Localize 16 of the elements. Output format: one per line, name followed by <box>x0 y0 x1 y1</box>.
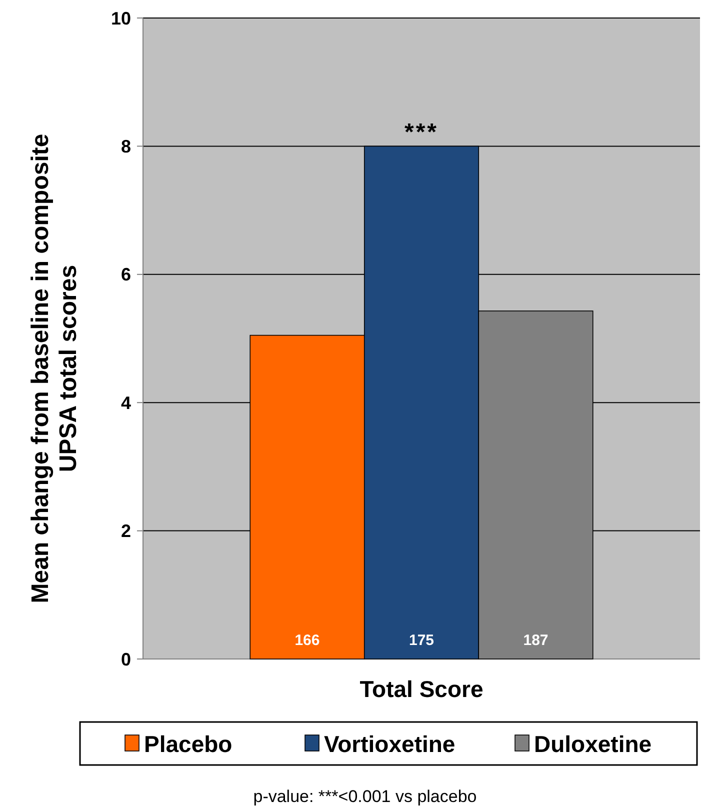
legend-label: Placebo <box>144 731 232 758</box>
y-tick-label: 2 <box>120 521 131 542</box>
annotation: 175 <box>408 632 434 649</box>
y-tick-label: 8 <box>120 136 131 156</box>
annotation: 187 <box>523 632 548 649</box>
y-tick-label: 6 <box>120 264 131 285</box>
x-tick-label: Total Score <box>360 676 484 702</box>
annotation: 166 <box>294 632 320 649</box>
text: p-value: ***<0.001 vs placebo <box>253 787 477 806</box>
y-tick-label: 4 <box>120 392 131 413</box>
annotation: *** <box>404 119 439 146</box>
legend-label: Vortioxetine <box>324 731 456 758</box>
y-axis-title: Mean change from baseline in composite UPSA total scores <box>27 134 82 604</box>
y-tick-label: 0 <box>120 649 131 670</box>
y-tick-label: 10 <box>110 8 131 28</box>
legend-label: Duloxetine <box>534 731 652 758</box>
